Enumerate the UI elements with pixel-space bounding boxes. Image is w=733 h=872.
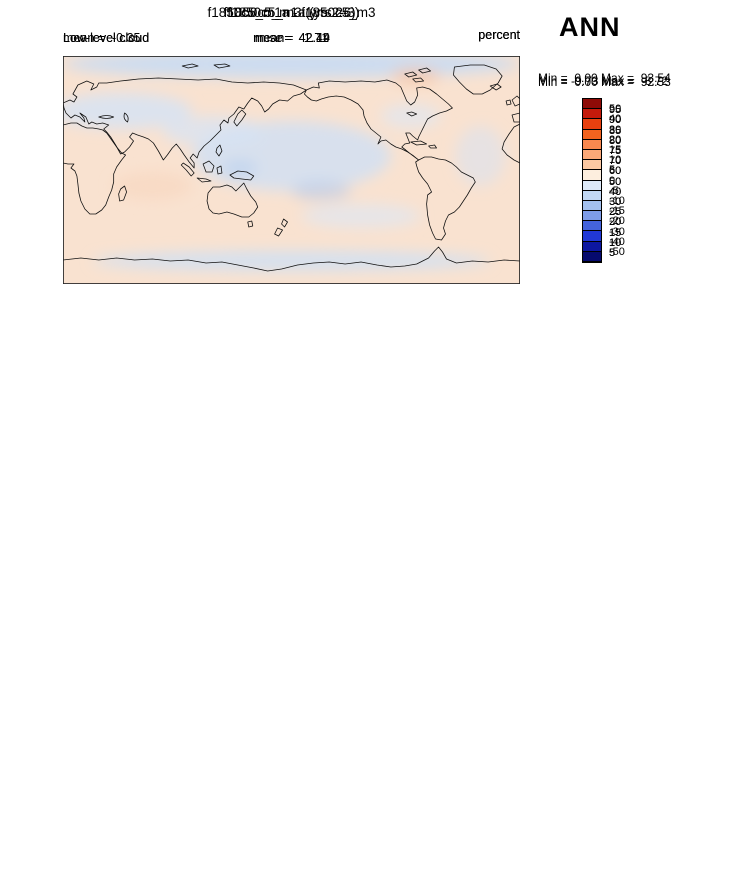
units-label: percent — [478, 28, 520, 42]
colorbar-tick-label: 25 — [609, 206, 622, 219]
colorbar-tick-label: 0 — [609, 174, 616, 187]
units-label: percent — [478, 28, 520, 42]
colorbar-tick-label: 20 — [609, 133, 622, 146]
colorbar-tick-label: 20 — [609, 216, 622, 229]
panel-1-stat-row: Low-level cloud mean= 42.14 percent — [63, 28, 520, 45]
difference-field — [63, 56, 520, 284]
colorbar-tick-label: 85 — [609, 124, 622, 137]
colorbar-tick-label: 90 — [609, 114, 622, 127]
variable-label: Low-level cloud — [63, 31, 150, 45]
colorbar-cell — [582, 250, 602, 262]
units-label: percent — [478, 28, 520, 42]
colorbar-tick-label: 60 — [609, 165, 622, 178]
panel-2-title: f1850c5_m3 (yrs 2-6) — [227, 5, 356, 20]
colorbar-tick-label: 40 — [609, 185, 622, 198]
colorbar-tick-label: 5 — [609, 247, 616, 259]
colorbar-tick-label: 90 — [609, 114, 622, 127]
mean-label: mean= 42.14 — [253, 31, 330, 45]
colorbar-tick-label: 30 — [609, 196, 622, 208]
panel-1-title: f1850c5_m1a (yrs 2-3) — [223, 5, 360, 20]
colorbar-tick-label: 85 — [609, 124, 622, 137]
colorbar-tick-label: 80 — [609, 134, 622, 147]
colorbar-panel-difference: 50 40 30 20 15 10 5 0 -5 -10 -15 -20 -30 -40 -50 — [582, 98, 625, 262]
colorbar-tick-label: 5 — [609, 247, 616, 259]
colorbar-tick-label: -40 — [609, 235, 625, 248]
colorbar-tick-label: 75 — [609, 145, 622, 157]
colorbar-tick-label: 20 — [609, 216, 622, 229]
colorbar-tick-label: 80 — [609, 134, 622, 147]
panel-3-title: f1850c5_m1a - f1850c5_m3 — [207, 5, 376, 20]
colorbar-tick-label: 10 — [609, 236, 622, 249]
colorbar-tick-label: -5 — [609, 184, 619, 197]
colorbar-tick-label: 30 — [609, 123, 622, 136]
colorbar-tick-label: 70 — [609, 155, 622, 168]
colorbar-tick-label: 25 — [609, 206, 622, 219]
colorbar-tick-label: 40 — [609, 185, 622, 198]
colorbar-tick-label: 50 — [609, 175, 622, 188]
colorbar-tick-label: 95 — [609, 104, 622, 117]
colorbar-tick-label: 10 — [609, 154, 622, 167]
colorbar-tick-label: 50 — [609, 175, 622, 188]
colorbar-tick-label: 10 — [609, 236, 622, 249]
mean-label: mean = -0.35 — [63, 31, 141, 45]
colorbar-tick-label: 15 — [609, 226, 622, 239]
rmse-label: rmse = 1.71 — [254, 31, 329, 45]
colorbar-tick-label: -30 — [609, 225, 625, 238]
colorbar-tick-label: -10 — [609, 195, 625, 207]
colorbar-tick-label: 40 — [609, 113, 622, 126]
panel-2-stat-row: Low-level cloud mean= 42.49 percent — [63, 28, 520, 45]
colorbar-tick-label: 70 — [609, 155, 622, 168]
colorbar-tick-label: 30 — [609, 196, 622, 208]
mean-label: mean= 42.49 — [253, 31, 330, 45]
season-label: ANN — [559, 12, 621, 42]
colorbar-tick-label: 15 — [609, 226, 622, 239]
colorbar-tick-label: 50 — [609, 103, 622, 116]
colorbar-tick-label: -15 — [609, 205, 625, 218]
colorbar-tick-label: 75 — [609, 145, 622, 157]
minmax-label: Min = 0.00 Max = 92.53 — [538, 75, 671, 89]
minmax-label: Min = 0.00 Max = 93.54 — [538, 71, 671, 85]
panel-difference: f1850c5_m1a - f1850c5_m3 mean = -0.35 rm… — [0, 0, 733, 289]
map-panel-difference — [63, 56, 520, 284]
minmax-label: Min = -9.73 Max = 8.72 — [538, 74, 669, 88]
colorbar-tick-label: -20 — [609, 215, 625, 228]
panel-3-stat-row: mean = -0.35 rmse = 1.71 percent — [63, 28, 520, 45]
colorbar-tick-label: 95 — [609, 104, 622, 117]
colorbar-tick-label: -50 — [609, 246, 625, 258]
colorbar-tick-label: 60 — [609, 165, 622, 178]
colorbar-tick-label: 5 — [609, 164, 616, 177]
variable-label: Low-level cloud — [63, 31, 150, 45]
colorbar-tick-label: 15 — [609, 144, 622, 156]
